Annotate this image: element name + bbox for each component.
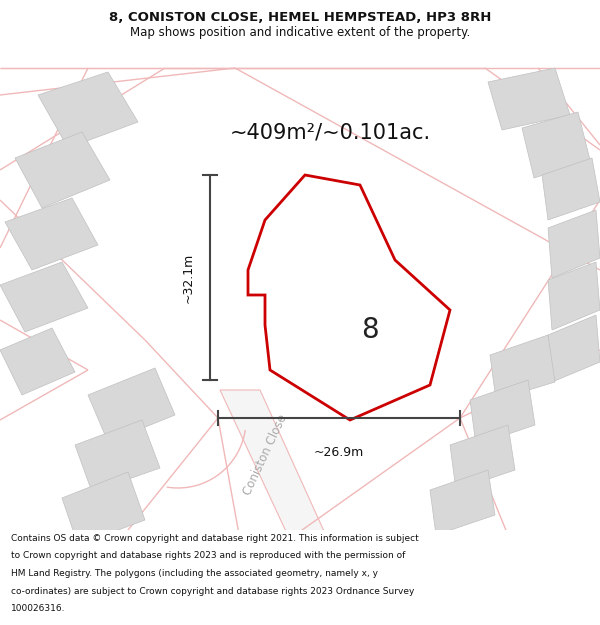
Text: co-ordinates) are subject to Crown copyright and database rights 2023 Ordnance S: co-ordinates) are subject to Crown copyr… [11,586,414,596]
Polygon shape [15,132,110,208]
Polygon shape [470,380,535,445]
Polygon shape [548,262,600,330]
Text: to Crown copyright and database rights 2023 and is reproduced with the permissio: to Crown copyright and database rights 2… [11,551,405,561]
Polygon shape [220,390,328,540]
Polygon shape [490,335,555,400]
Polygon shape [5,198,98,270]
Polygon shape [330,268,420,338]
Polygon shape [0,262,88,332]
Polygon shape [0,328,75,395]
Polygon shape [88,368,175,442]
Polygon shape [548,210,600,278]
Polygon shape [75,420,160,492]
Polygon shape [248,175,450,420]
Text: HM Land Registry. The polygons (including the associated geometry, namely x, y: HM Land Registry. The polygons (includin… [11,569,378,578]
Text: 8, CONISTON CLOSE, HEMEL HEMPSTEAD, HP3 8RH: 8, CONISTON CLOSE, HEMEL HEMPSTEAD, HP3 … [109,11,491,24]
Polygon shape [522,112,590,178]
Polygon shape [38,72,138,148]
Polygon shape [450,425,515,490]
Text: ~32.1m: ~32.1m [182,253,194,302]
Text: ~26.9m: ~26.9m [314,446,364,459]
Polygon shape [548,315,600,382]
Polygon shape [542,158,600,220]
Polygon shape [62,472,145,545]
Text: 8: 8 [361,316,379,344]
Text: ~409m²/~0.101ac.: ~409m²/~0.101ac. [229,122,431,142]
Polygon shape [330,325,415,390]
Text: Coniston Close: Coniston Close [241,412,289,498]
Text: Contains OS data © Crown copyright and database right 2021. This information is : Contains OS data © Crown copyright and d… [11,534,419,542]
Polygon shape [488,68,570,130]
Text: Map shows position and indicative extent of the property.: Map shows position and indicative extent… [130,26,470,39]
Text: 100026316.: 100026316. [11,604,65,613]
Polygon shape [430,470,495,535]
